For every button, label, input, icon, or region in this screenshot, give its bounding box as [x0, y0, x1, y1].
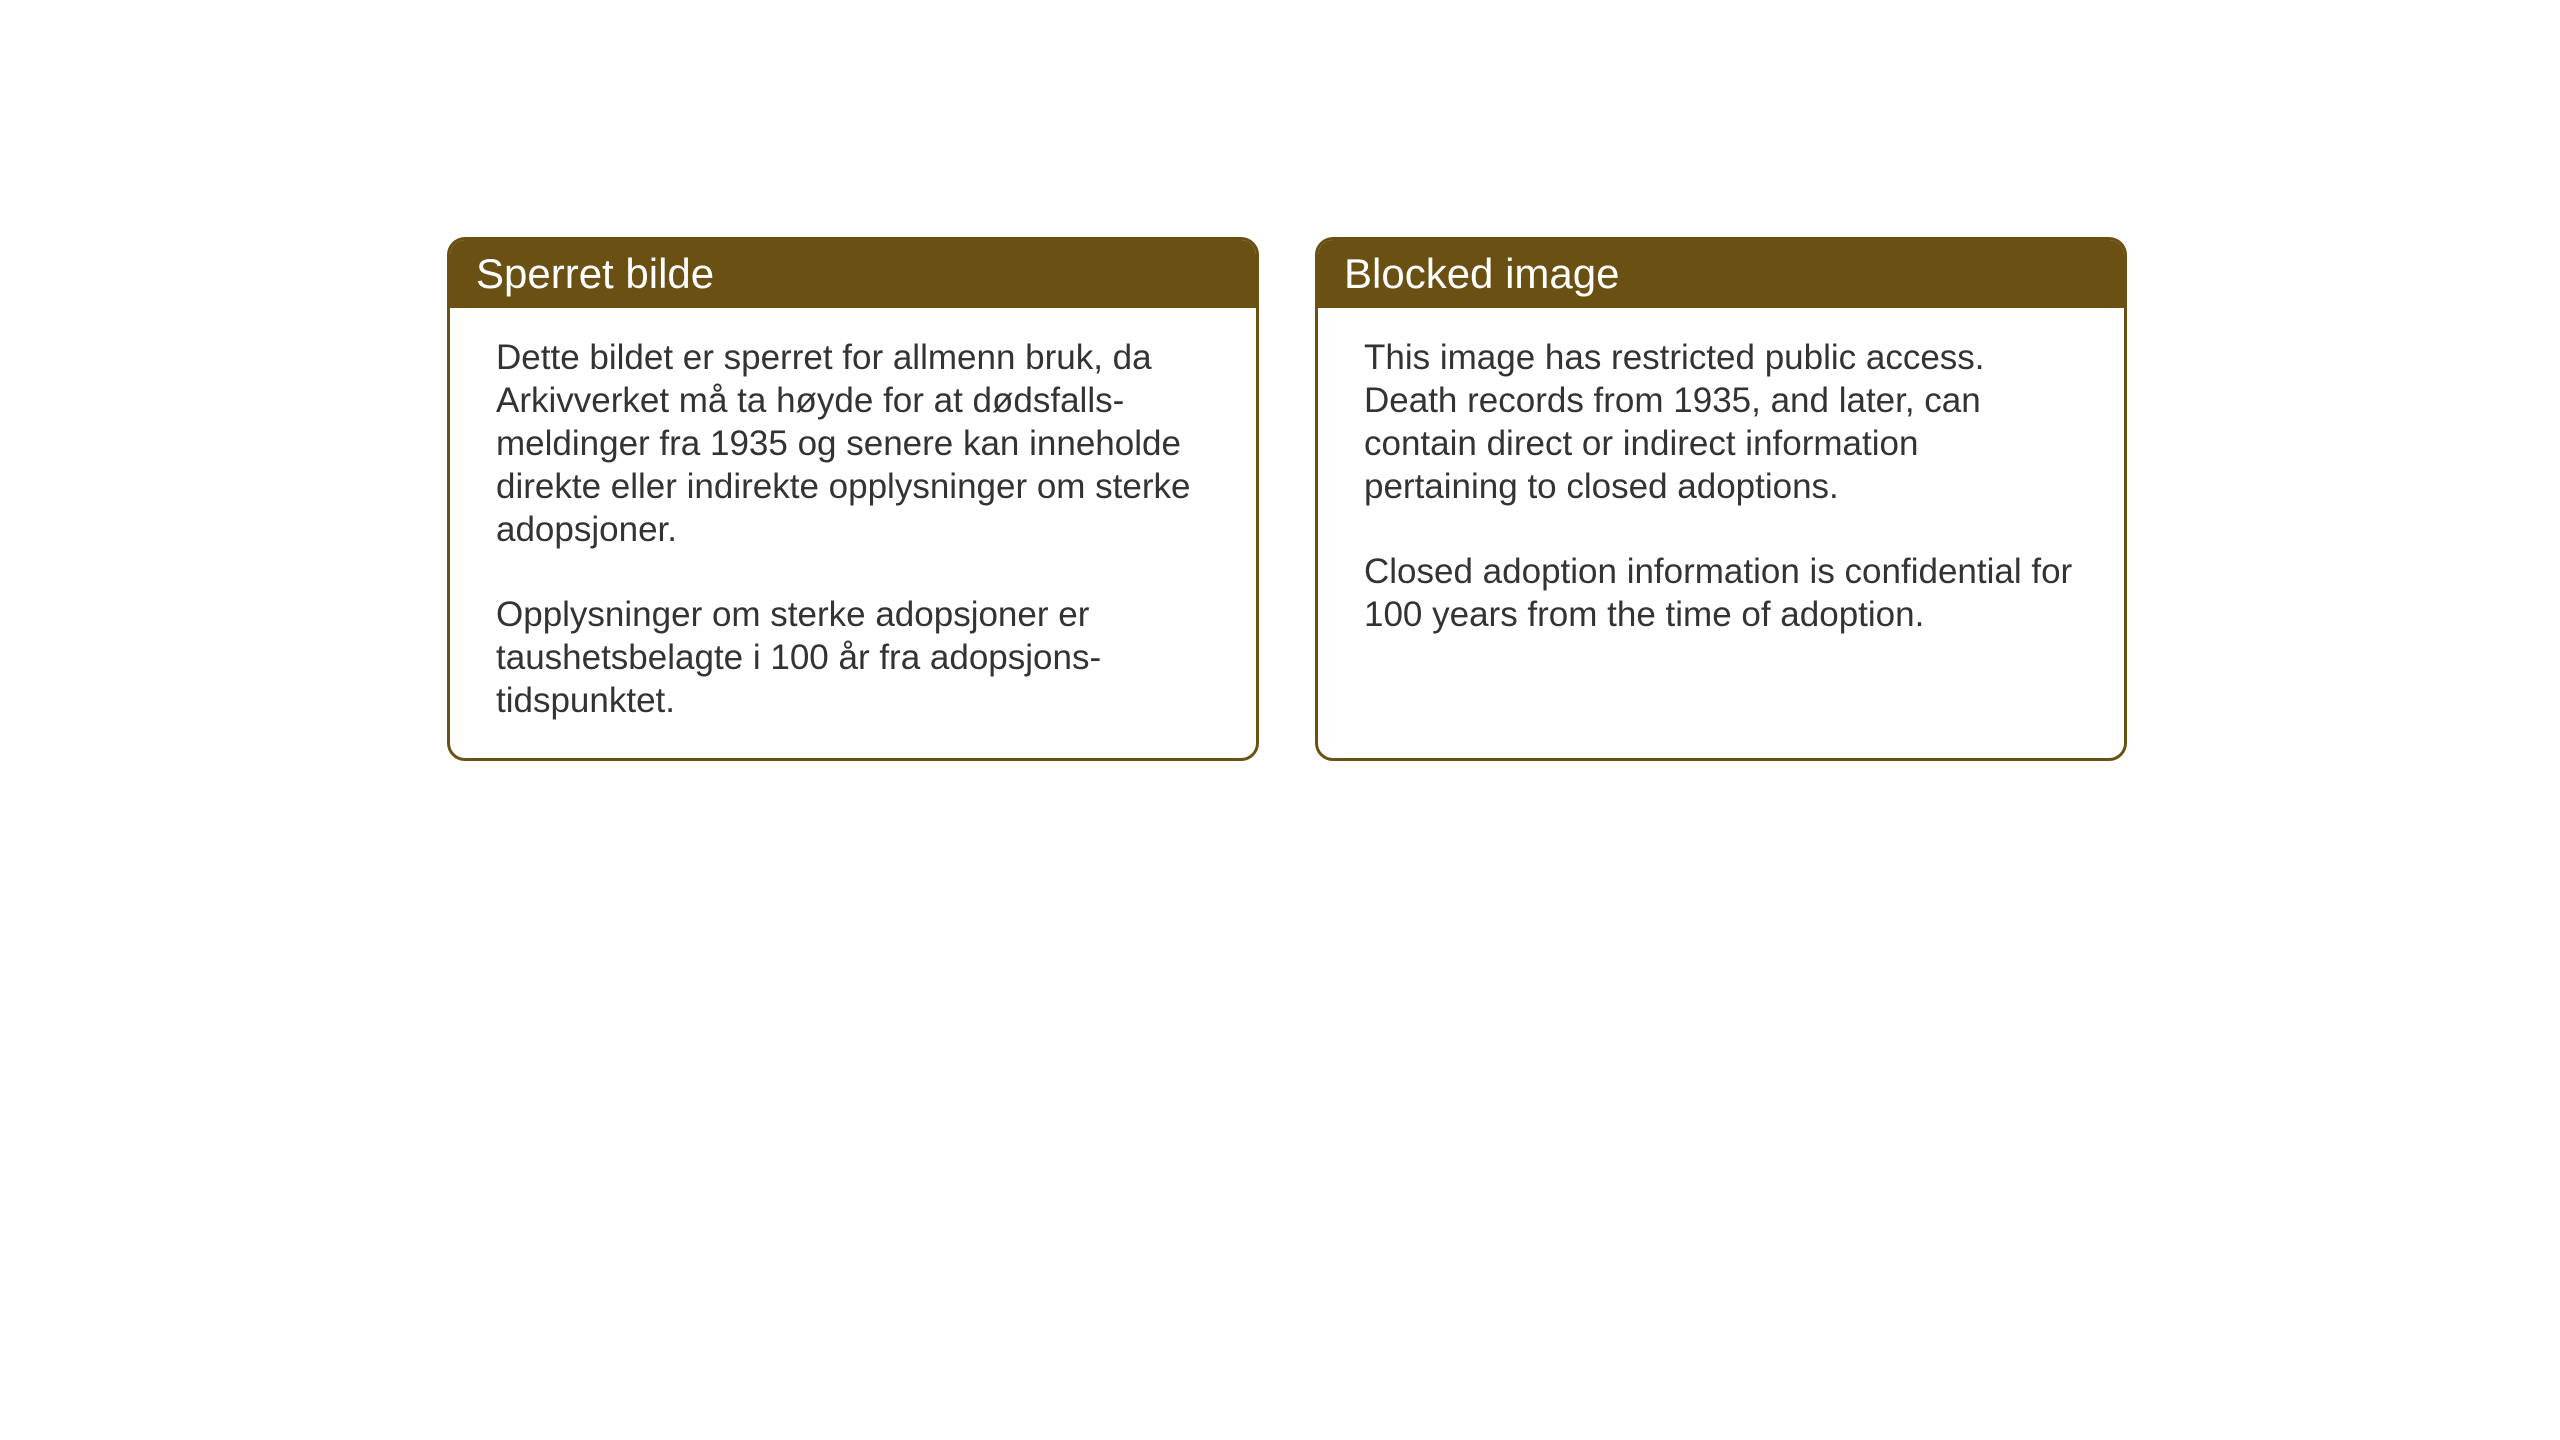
card-english-body: This image has restricted public access.… [1318, 308, 2124, 672]
card-english-paragraph2: Closed adoption information is confident… [1364, 550, 2078, 636]
card-norwegian-body: Dette bildet er sperret for allmenn bruk… [450, 308, 1256, 758]
card-english: Blocked image This image has restricted … [1315, 237, 2127, 761]
card-norwegian-header: Sperret bilde [450, 240, 1256, 308]
card-english-paragraph1: This image has restricted public access.… [1364, 336, 2078, 508]
card-english-title: Blocked image [1344, 250, 1619, 297]
card-english-header: Blocked image [1318, 240, 2124, 308]
card-norwegian-paragraph1: Dette bildet er sperret for allmenn bruk… [496, 336, 1210, 551]
card-norwegian-title: Sperret bilde [476, 250, 714, 297]
cards-container: Sperret bilde Dette bildet er sperret fo… [447, 237, 2127, 761]
card-norwegian: Sperret bilde Dette bildet er sperret fo… [447, 237, 1259, 761]
card-norwegian-paragraph2: Opplysninger om sterke adopsjoner er tau… [496, 593, 1210, 722]
